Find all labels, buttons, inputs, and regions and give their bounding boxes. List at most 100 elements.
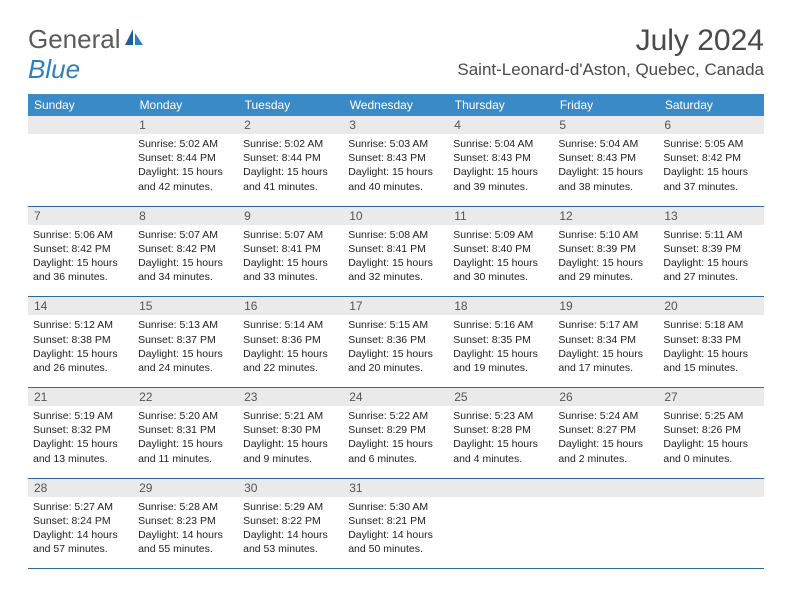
day-number: 30	[238, 479, 343, 497]
day-number-empty	[28, 116, 133, 134]
calendar-cell: 30Sunrise: 5:29 AMSunset: 8:22 PMDayligh…	[238, 478, 343, 569]
calendar-row: 21Sunrise: 5:19 AMSunset: 8:32 PMDayligh…	[28, 388, 764, 479]
day-number-empty	[658, 479, 763, 497]
day-number: 14	[28, 297, 133, 315]
calendar-cell: 1Sunrise: 5:02 AMSunset: 8:44 PMDaylight…	[133, 116, 238, 206]
day-content-empty	[658, 497, 763, 526]
day-header-wednesday: Wednesday	[343, 94, 448, 116]
calendar-cell: 28Sunrise: 5:27 AMSunset: 8:24 PMDayligh…	[28, 478, 133, 569]
calendar-cell: 11Sunrise: 5:09 AMSunset: 8:40 PMDayligh…	[448, 206, 553, 297]
calendar-cell: 20Sunrise: 5:18 AMSunset: 8:33 PMDayligh…	[658, 297, 763, 388]
day-number: 26	[553, 388, 658, 406]
day-header-saturday: Saturday	[658, 94, 763, 116]
calendar-cell: 31Sunrise: 5:30 AMSunset: 8:21 PMDayligh…	[343, 478, 448, 569]
day-content-empty	[553, 497, 658, 526]
calendar-cell: 12Sunrise: 5:10 AMSunset: 8:39 PMDayligh…	[553, 206, 658, 297]
calendar-header-row: SundayMondayTuesdayWednesdayThursdayFrid…	[28, 94, 764, 116]
day-header-thursday: Thursday	[448, 94, 553, 116]
calendar-cell: 15Sunrise: 5:13 AMSunset: 8:37 PMDayligh…	[133, 297, 238, 388]
day-content: Sunrise: 5:28 AMSunset: 8:23 PMDaylight:…	[133, 497, 238, 569]
calendar-row: 7Sunrise: 5:06 AMSunset: 8:42 PMDaylight…	[28, 206, 764, 297]
logo: General	[28, 24, 145, 55]
day-content: Sunrise: 5:13 AMSunset: 8:37 PMDaylight:…	[133, 315, 238, 387]
day-content: Sunrise: 5:27 AMSunset: 8:24 PMDaylight:…	[28, 497, 133, 569]
day-number: 28	[28, 479, 133, 497]
day-content: Sunrise: 5:24 AMSunset: 8:27 PMDaylight:…	[553, 406, 658, 478]
day-content: Sunrise: 5:21 AMSunset: 8:30 PMDaylight:…	[238, 406, 343, 478]
calendar-cell: 23Sunrise: 5:21 AMSunset: 8:30 PMDayligh…	[238, 388, 343, 479]
title-block: July 2024 Saint-Leonard-d'Aston, Quebec,…	[457, 24, 764, 80]
day-content: Sunrise: 5:06 AMSunset: 8:42 PMDaylight:…	[28, 225, 133, 297]
day-number: 10	[343, 207, 448, 225]
calendar-cell: 16Sunrise: 5:14 AMSunset: 8:36 PMDayligh…	[238, 297, 343, 388]
day-content: Sunrise: 5:15 AMSunset: 8:36 PMDaylight:…	[343, 315, 448, 387]
day-number: 3	[343, 116, 448, 134]
day-content: Sunrise: 5:10 AMSunset: 8:39 PMDaylight:…	[553, 225, 658, 297]
day-content-empty	[28, 134, 133, 163]
day-number: 12	[553, 207, 658, 225]
calendar-cell: 5Sunrise: 5:04 AMSunset: 8:43 PMDaylight…	[553, 116, 658, 206]
day-number: 8	[133, 207, 238, 225]
day-number: 4	[448, 116, 553, 134]
calendar-row: 28Sunrise: 5:27 AMSunset: 8:24 PMDayligh…	[28, 478, 764, 569]
day-number: 18	[448, 297, 553, 315]
calendar-cell	[658, 478, 763, 569]
day-number-empty	[553, 479, 658, 497]
day-content: Sunrise: 5:18 AMSunset: 8:33 PMDaylight:…	[658, 315, 763, 387]
day-content-empty	[448, 497, 553, 526]
day-header-sunday: Sunday	[28, 94, 133, 116]
day-content: Sunrise: 5:04 AMSunset: 8:43 PMDaylight:…	[553, 134, 658, 206]
calendar-cell: 3Sunrise: 5:03 AMSunset: 8:43 PMDaylight…	[343, 116, 448, 206]
day-content: Sunrise: 5:23 AMSunset: 8:28 PMDaylight:…	[448, 406, 553, 478]
calendar-cell	[448, 478, 553, 569]
day-content: Sunrise: 5:22 AMSunset: 8:29 PMDaylight:…	[343, 406, 448, 478]
calendar-cell: 9Sunrise: 5:07 AMSunset: 8:41 PMDaylight…	[238, 206, 343, 297]
logo-text-general: General	[28, 24, 121, 55]
calendar-cell: 26Sunrise: 5:24 AMSunset: 8:27 PMDayligh…	[553, 388, 658, 479]
day-number: 6	[658, 116, 763, 134]
calendar-cell	[553, 478, 658, 569]
day-number: 21	[28, 388, 133, 406]
day-content: Sunrise: 5:09 AMSunset: 8:40 PMDaylight:…	[448, 225, 553, 297]
day-number: 17	[343, 297, 448, 315]
calendar-cell: 6Sunrise: 5:05 AMSunset: 8:42 PMDaylight…	[658, 116, 763, 206]
day-content: Sunrise: 5:07 AMSunset: 8:41 PMDaylight:…	[238, 225, 343, 297]
day-content: Sunrise: 5:07 AMSunset: 8:42 PMDaylight:…	[133, 225, 238, 297]
day-content: Sunrise: 5:29 AMSunset: 8:22 PMDaylight:…	[238, 497, 343, 569]
day-number: 22	[133, 388, 238, 406]
calendar-row: 14Sunrise: 5:12 AMSunset: 8:38 PMDayligh…	[28, 297, 764, 388]
calendar-cell: 2Sunrise: 5:02 AMSunset: 8:44 PMDaylight…	[238, 116, 343, 206]
calendar-cell: 10Sunrise: 5:08 AMSunset: 8:41 PMDayligh…	[343, 206, 448, 297]
day-content: Sunrise: 5:14 AMSunset: 8:36 PMDaylight:…	[238, 315, 343, 387]
day-content: Sunrise: 5:12 AMSunset: 8:38 PMDaylight:…	[28, 315, 133, 387]
day-header-tuesday: Tuesday	[238, 94, 343, 116]
day-number: 7	[28, 207, 133, 225]
day-number: 23	[238, 388, 343, 406]
calendar-cell: 14Sunrise: 5:12 AMSunset: 8:38 PMDayligh…	[28, 297, 133, 388]
day-number: 19	[553, 297, 658, 315]
calendar-row: 1Sunrise: 5:02 AMSunset: 8:44 PMDaylight…	[28, 116, 764, 206]
day-content: Sunrise: 5:20 AMSunset: 8:31 PMDaylight:…	[133, 406, 238, 478]
calendar-cell: 24Sunrise: 5:22 AMSunset: 8:29 PMDayligh…	[343, 388, 448, 479]
day-number: 13	[658, 207, 763, 225]
day-content: Sunrise: 5:16 AMSunset: 8:35 PMDaylight:…	[448, 315, 553, 387]
day-number: 31	[343, 479, 448, 497]
day-content: Sunrise: 5:30 AMSunset: 8:21 PMDaylight:…	[343, 497, 448, 569]
day-number: 25	[448, 388, 553, 406]
logo-blue-wrap: Blue	[28, 54, 80, 85]
calendar-table: SundayMondayTuesdayWednesdayThursdayFrid…	[28, 94, 764, 569]
calendar-cell: 22Sunrise: 5:20 AMSunset: 8:31 PMDayligh…	[133, 388, 238, 479]
calendar-cell: 13Sunrise: 5:11 AMSunset: 8:39 PMDayligh…	[658, 206, 763, 297]
day-content: Sunrise: 5:05 AMSunset: 8:42 PMDaylight:…	[658, 134, 763, 206]
day-header-friday: Friday	[553, 94, 658, 116]
day-content: Sunrise: 5:02 AMSunset: 8:44 PMDaylight:…	[133, 134, 238, 206]
day-content: Sunrise: 5:08 AMSunset: 8:41 PMDaylight:…	[343, 225, 448, 297]
calendar-cell: 25Sunrise: 5:23 AMSunset: 8:28 PMDayligh…	[448, 388, 553, 479]
day-number: 5	[553, 116, 658, 134]
logo-text-blue: Blue	[28, 54, 80, 84]
day-number: 2	[238, 116, 343, 134]
calendar-cell: 8Sunrise: 5:07 AMSunset: 8:42 PMDaylight…	[133, 206, 238, 297]
day-content: Sunrise: 5:17 AMSunset: 8:34 PMDaylight:…	[553, 315, 658, 387]
month-title: July 2024	[457, 24, 764, 58]
calendar-cell: 29Sunrise: 5:28 AMSunset: 8:23 PMDayligh…	[133, 478, 238, 569]
